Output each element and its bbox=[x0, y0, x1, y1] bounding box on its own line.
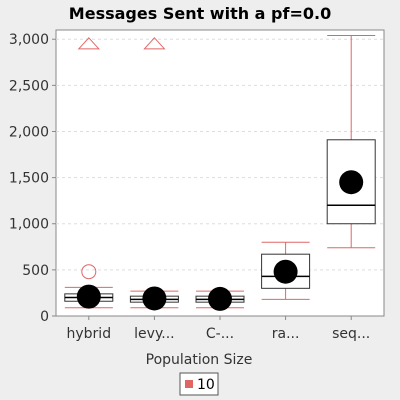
y-tick-label: 0 bbox=[40, 309, 49, 325]
x-tick-label: levy... bbox=[134, 326, 174, 342]
x-tick-label: seq... bbox=[332, 326, 370, 342]
x-tick-label: ra... bbox=[272, 326, 300, 342]
mean-marker bbox=[273, 259, 298, 284]
box-series bbox=[64, 35, 376, 311]
x-axis: hybrid levy... C-... ra... seq... bbox=[67, 316, 370, 342]
y-tick-label: 2,500 bbox=[9, 78, 49, 94]
y-tick-label: 500 bbox=[22, 263, 49, 279]
y-tick-label: 1,000 bbox=[9, 217, 49, 233]
y-axis: 0 500 1,000 1,500 2,000 2,500 3,000 bbox=[9, 32, 56, 325]
mean-marker bbox=[142, 286, 167, 311]
x-tick-label: hybrid bbox=[67, 326, 112, 342]
legend: 10 bbox=[179, 372, 219, 396]
mean-marker bbox=[339, 170, 364, 195]
legend-label: 10 bbox=[197, 377, 215, 393]
far-outlier-marker bbox=[77, 37, 100, 50]
y-tick-label: 2,000 bbox=[9, 124, 49, 140]
legend-swatch bbox=[185, 380, 193, 388]
y-tick-label: 1,500 bbox=[9, 171, 49, 187]
x-tick-label: C-... bbox=[206, 326, 234, 342]
legend-box bbox=[179, 372, 219, 396]
x-axis-title: Population Size bbox=[146, 352, 253, 368]
mean-marker bbox=[76, 284, 101, 309]
chart-title: Messages Sent with a pf=0.0 bbox=[69, 4, 331, 23]
outlier-marker bbox=[81, 264, 97, 280]
mean-marker bbox=[208, 286, 232, 311]
gridlines bbox=[56, 38, 384, 271]
y-tick-label: 3,000 bbox=[9, 32, 49, 48]
far-outlier-marker bbox=[143, 37, 166, 50]
